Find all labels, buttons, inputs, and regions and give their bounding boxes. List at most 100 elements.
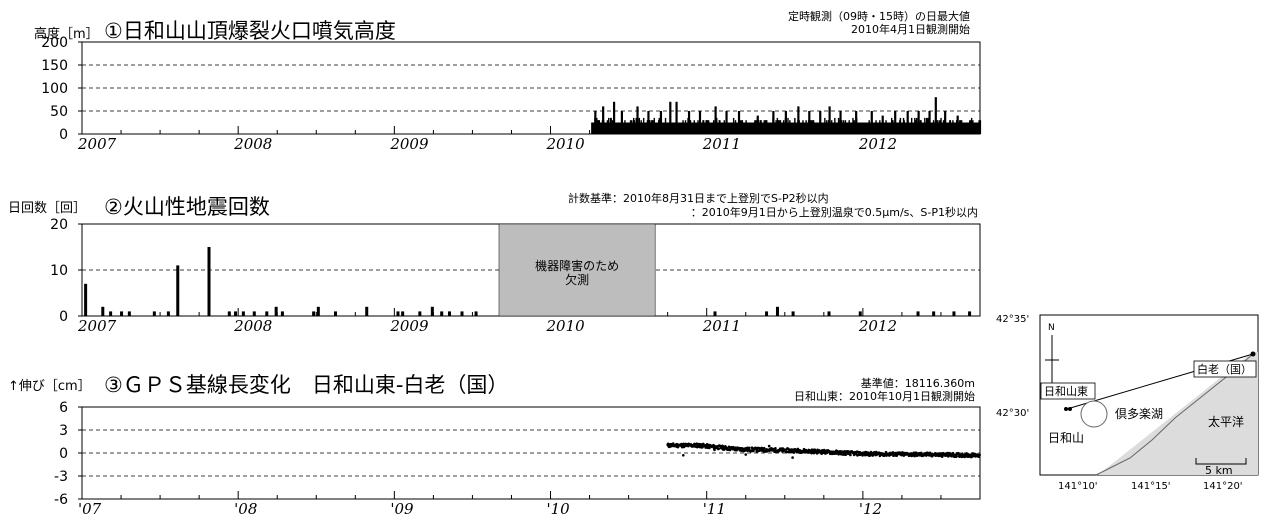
shiraoi-dot [1250,351,1256,357]
x-tick-label: '11 [703,500,726,518]
peak-bar [687,111,691,134]
y-tick-label: -3 [54,469,68,485]
gps-point [825,451,829,455]
panel2-note-2: ：2010年9月1日から上登別温泉で0.5μm/s、S-P1秒以内 [691,205,978,219]
earthquake-bar [127,311,131,316]
x-tick-label: 2008 [233,135,272,153]
hiyoriyama-label: 日和山 [1048,431,1084,445]
gps-point [946,451,950,455]
gps-outlier-point [791,456,794,459]
x-tick-label: 2012 [858,135,897,153]
lat-label-1: 42°35' [996,314,1029,325]
gps-point [792,451,796,454]
panel1-note-2: 2010年4月1日観測開始 [851,22,970,36]
x-tick-label: 2008 [233,317,272,335]
peak-bar [797,106,800,134]
gps-point [682,445,686,449]
earthquake-bar [84,283,88,316]
y-tick-label: 200 [41,35,68,51]
peak-bar [828,106,831,134]
x-tick-label: '10 [547,500,571,518]
peak-bar [956,115,959,134]
x-tick-label: 2009 [389,135,429,153]
gps-outlier-point [767,444,771,448]
earthquake-bar [365,306,369,316]
earthquake-bar [227,311,231,316]
earthquake-bar [312,311,316,316]
peak-bar [881,115,884,134]
peak-bar [969,120,972,134]
missing-period-block [498,223,656,317]
ocean-label: 太平洋 [1208,414,1244,429]
gps-point [973,452,977,456]
emission-height-chart: 0 50 100 150 200 2007 2008 2009 2010 2011 2012 [41,35,982,153]
lon-label-1: 141°10' [1058,481,1098,492]
x-tick-label: 2009 [389,317,429,335]
scale-bar [1195,458,1247,465]
lake-label: 倶多楽湖 [1115,406,1163,421]
y-tick-label: 0 [59,446,68,462]
earthquake-bar [120,311,124,316]
peak-bar [594,111,597,134]
gps-point [891,451,895,454]
peak-bar [675,101,678,134]
peak-bar [772,111,775,134]
earthquake-bar [791,311,795,316]
gps-point [924,454,928,457]
y-tick-label: 10 [50,263,68,279]
gps-point [728,448,732,452]
x-tick-label: 2007 [77,135,117,153]
earthquake-bar [152,311,156,316]
earthquake-bar [418,311,422,316]
earthquake-bar [460,311,464,316]
hiyoriyama-dot [1068,407,1072,411]
earthquake-bar [448,311,452,316]
peak-bar [839,111,842,134]
earthquake-bar [765,311,769,316]
y-tick-label: 0 [59,309,68,325]
gps-outlier-point [744,453,748,456]
panel2-title: ②火山性地震回数 [104,195,270,219]
x-tick-label: 2010 [546,317,586,335]
peak-bar [870,111,873,134]
peak-bar [944,111,947,134]
peak-bar [928,111,931,134]
missing-period-label: 欠測 [565,272,589,287]
earthquake-bar [474,311,478,316]
peak-bar [819,111,822,134]
earthquake-bar [109,311,113,316]
peak-bar [906,111,909,134]
peak-bar [894,111,897,134]
peak-bar [714,106,717,134]
lon-label-2: 141°15' [1131,481,1171,492]
earthquake-bar [252,311,256,316]
y-tick-label: 6 [59,400,68,416]
gps-outlier-point [713,448,716,452]
peak-bar [647,111,650,134]
location-map: N 白老（国） 日和山東 日和山 倶多楽湖 太平洋 5 km 42°35' 42… [996,314,1259,492]
peak-bar [737,111,741,134]
north-arrow-icon: N [1048,323,1055,333]
panel3-note-2: 日和山東：2010年10月1日観測開始 [794,389,975,403]
panel1-title: ①日和山山頂爆裂火口噴気高度 [104,19,396,43]
peak-bar [620,111,623,134]
hiyoriyama-east-dot [1064,407,1068,411]
panel3-ylabel: ↑伸び［cm］ [8,379,91,394]
gps-baseline-chart: 6 3 0 -3 -6 '07 '08 '09 '10 '11 '12 [54,400,981,518]
earthquake-bar [952,311,956,316]
earthquake-bar [968,311,972,316]
earthquake-bar [396,311,400,316]
shiraoi-label-box [1193,360,1257,378]
earthquake-bar [775,306,779,316]
earthquake-bar [234,311,238,316]
earthquake-bar [101,306,105,316]
shiraoi-label: 白老（国） [1197,362,1252,376]
earthquake-bar [166,311,170,316]
peak-bar [808,111,811,134]
earthquake-bar [280,311,284,316]
earthquake-bar [265,311,269,316]
earthquake-bar [440,311,444,316]
gps-point [774,446,777,450]
y-tick-label: 3 [59,423,68,439]
